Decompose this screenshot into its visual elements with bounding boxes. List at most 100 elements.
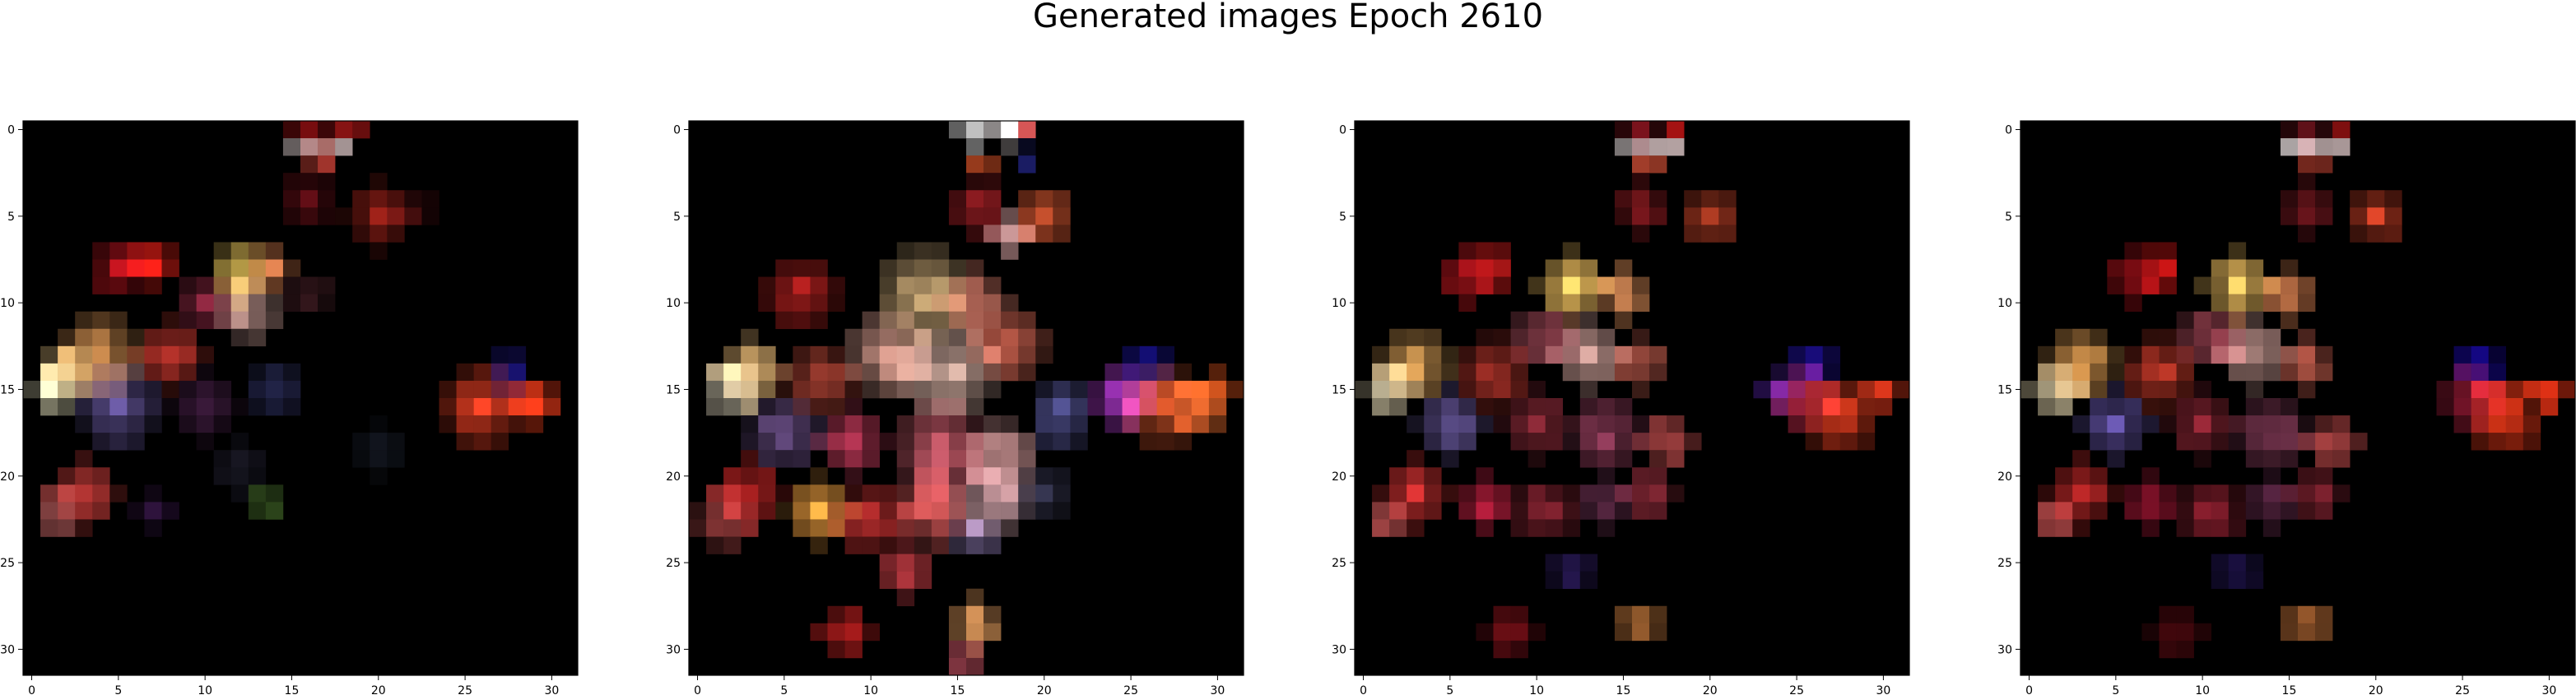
- image-pixel: [370, 450, 388, 468]
- image-pixel: [741, 398, 759, 416]
- image-pixel: [525, 380, 544, 399]
- image-pixel: [2107, 380, 2125, 399]
- image-pixel: [1355, 380, 1373, 399]
- image-pixel: [844, 502, 863, 520]
- image-pixel: [2072, 450, 2090, 468]
- image-pixel: [983, 519, 1002, 537]
- image-pixel: [2038, 484, 2056, 503]
- image-pixel: [144, 345, 162, 364]
- image-pixel: [966, 484, 984, 503]
- image-pixel: [282, 294, 301, 312]
- image-pixel: [282, 138, 301, 156]
- x-tick-label: 30: [544, 684, 559, 695]
- image-pixel: [1562, 363, 1581, 382]
- image-pixel: [2107, 363, 2125, 382]
- image-pixel: [1476, 363, 1494, 382]
- image-pixel: [1701, 225, 1719, 243]
- image-pixel: [931, 328, 950, 347]
- image-pixel: [1053, 190, 1071, 208]
- image-pixel: [248, 259, 267, 277]
- image-pixel: [948, 415, 967, 433]
- image-pixel: [1389, 328, 1407, 347]
- image-pixel: [1527, 380, 1546, 399]
- image-pixel: [862, 363, 880, 382]
- image-pixel: [948, 276, 967, 294]
- image-pixel: [741, 345, 759, 364]
- image-pixel: [931, 519, 950, 537]
- image-pixel: [775, 484, 793, 503]
- image-pixel: [456, 415, 474, 433]
- image-pixel: [2055, 380, 2073, 399]
- image-pixel: [2228, 242, 2247, 260]
- image-pixel: [1424, 328, 1442, 347]
- image-pixel: [300, 276, 319, 294]
- image-pixel: [92, 415, 110, 433]
- image-pixel: [1579, 484, 1598, 503]
- image-pixel: [404, 190, 422, 208]
- image-pixel: [2228, 363, 2247, 382]
- image-pixel: [966, 450, 984, 468]
- image-pixel: [161, 311, 179, 330]
- image-pixel: [1579, 345, 1598, 364]
- image-pixel: [1053, 484, 1071, 503]
- image-pixel: [2280, 121, 2299, 139]
- image-pixel: [1527, 276, 1546, 294]
- y-tick-label: 20: [666, 470, 681, 484]
- image-pixel: [758, 345, 776, 364]
- image-pixel: [387, 225, 405, 243]
- image-pixel: [793, 311, 811, 330]
- image-pixel: [1597, 467, 1616, 485]
- image-pixel: [1458, 398, 1476, 416]
- image-pixel: [1407, 519, 1425, 537]
- y-tick-label: 30: [666, 643, 681, 656]
- image-pixel: [1458, 276, 1476, 294]
- image-pixel: [1372, 502, 1390, 520]
- image-pixel: [948, 450, 967, 468]
- image-pixel: [1805, 363, 1823, 382]
- image-pixel: [862, 502, 880, 520]
- image-pixel: [1579, 502, 1598, 520]
- image-pixel: [689, 502, 707, 520]
- image-pixel: [1407, 467, 1425, 485]
- image-pixel: [948, 363, 967, 382]
- image-pixel: [931, 242, 950, 260]
- image-pixel: [282, 207, 301, 225]
- image-pixel: [1104, 398, 1123, 416]
- image-pixel: [439, 398, 457, 416]
- image-pixel: [723, 380, 742, 399]
- image-pixel: [1562, 554, 1581, 572]
- image-pixel: [1614, 450, 1633, 468]
- image-pixel: [1407, 345, 1425, 364]
- image-pixel: [92, 345, 110, 364]
- image-pixel: [2384, 207, 2402, 225]
- x-tick-label: 20: [1037, 684, 1052, 695]
- image-pixel: [1614, 415, 1633, 433]
- image-pixel: [2298, 328, 2316, 347]
- image-pixel: [844, 398, 863, 416]
- image-pixel: [1191, 415, 1210, 433]
- image-pixel: [914, 294, 932, 312]
- image-pixel: [1562, 484, 1581, 503]
- image-pixel: [793, 502, 811, 520]
- image-pixel: [2350, 207, 2368, 225]
- image-pixel: [741, 467, 759, 485]
- image-pixel: [1493, 363, 1511, 382]
- image-pixel: [1389, 363, 1407, 382]
- image-pixel: [948, 259, 967, 277]
- image-pixel: [983, 363, 1002, 382]
- image-pixel: [1458, 345, 1476, 364]
- image-pixel: [1493, 623, 1511, 642]
- image-pixel: [931, 415, 950, 433]
- image-pixel: [2124, 294, 2142, 312]
- image-pixel: [948, 328, 967, 347]
- image-pixel: [1753, 380, 1771, 399]
- image-pixel: [983, 536, 1002, 554]
- image-pixel: [2141, 276, 2160, 294]
- image-pixel: [2298, 623, 2316, 642]
- image-pixel: [1632, 363, 1650, 382]
- image-pixel: [2228, 554, 2247, 572]
- image-pixel: [1579, 294, 1598, 312]
- image-pixel: [1545, 519, 1564, 537]
- image-pixel: [352, 121, 370, 139]
- image-pixel: [896, 380, 915, 399]
